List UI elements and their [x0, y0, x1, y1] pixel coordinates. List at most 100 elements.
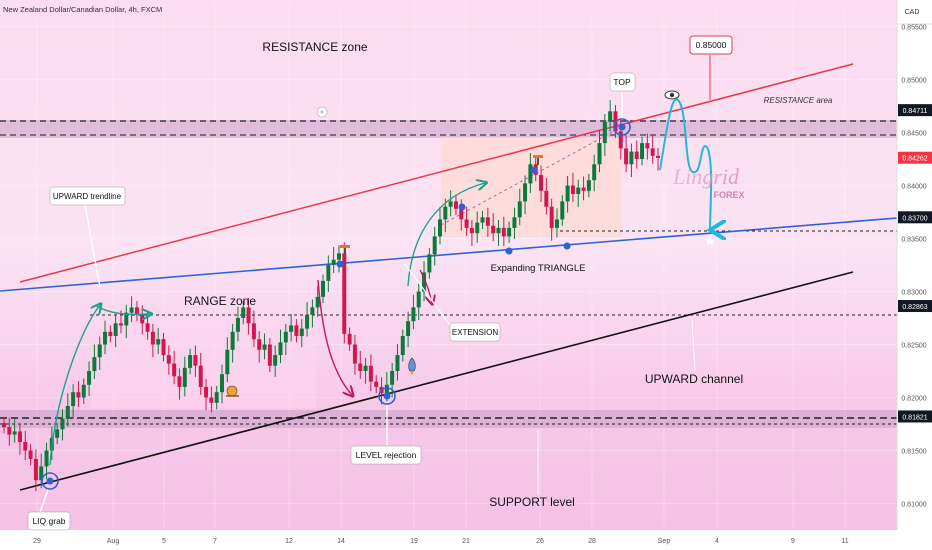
candle-body — [528, 164, 533, 184]
liq-arrow — [49, 305, 100, 466]
point-marker — [618, 123, 626, 131]
time-axis-background — [0, 530, 897, 550]
candle-body — [629, 151, 634, 165]
price-badge-label: 0.84711 — [903, 108, 928, 115]
candle-body — [241, 307, 246, 318]
candle-body — [108, 331, 113, 337]
candle-body — [395, 355, 400, 371]
candle-body — [65, 405, 70, 419]
candle-body — [262, 344, 267, 350]
candle-body — [97, 344, 102, 358]
candle-body — [422, 272, 427, 292]
price-tick-label: 0.84000 — [901, 184, 926, 191]
hammer-icon — [533, 155, 543, 165]
candle-body — [321, 280, 326, 297]
candle-body — [198, 365, 203, 387]
price-tick-label: 0.83500 — [901, 237, 926, 244]
candle-body — [315, 296, 320, 308]
upward-trendline[interactable] — [0, 217, 898, 292]
price-tick-label: 0.83000 — [901, 290, 926, 297]
candle-body — [352, 344, 357, 364]
candle-body — [443, 206, 448, 220]
candle-body — [230, 331, 235, 350]
candle-body — [81, 384, 86, 398]
price-badge-label: 0.82863 — [902, 304, 927, 311]
candle-body — [326, 265, 331, 281]
candle-body — [267, 344, 272, 366]
candle-body — [517, 201, 522, 218]
point-marker — [458, 203, 466, 211]
candle-body — [512, 217, 517, 228]
resistance-band — [0, 120, 897, 138]
candle-body — [156, 339, 161, 345]
candle-body — [129, 307, 134, 313]
candle-body — [656, 155, 660, 158]
time-axis[interactable]: 29 Aug 5 7 12 14 19 21 26 28 Sep 4 9 11 — [33, 538, 849, 545]
candle-body — [28, 450, 33, 459]
time-tick-label: 9 — [791, 538, 795, 545]
time-tick-label: 19 — [410, 538, 418, 545]
candlestick-series — [2, 100, 660, 492]
candle-body — [134, 307, 139, 315]
price-badge — [898, 211, 932, 224]
callout-box — [27, 511, 71, 531]
eye-icon — [664, 90, 680, 100]
extension-arrow-teal — [407, 183, 485, 287]
candle-body — [640, 143, 645, 159]
candle-body — [55, 429, 60, 438]
resistance-trendline[interactable] — [19, 63, 854, 283]
candle-body — [448, 201, 453, 207]
callout-pointer — [404, 263, 451, 326]
candle-body — [33, 458, 38, 481]
candle-body — [246, 307, 251, 324]
watermark-sub: FOREX — [713, 190, 744, 200]
liq-grab-circle — [41, 472, 59, 490]
candle-body — [464, 219, 469, 228]
candle-body — [624, 148, 629, 165]
support-level-label: SUPPORT level — [489, 495, 575, 509]
range-zone-label: RANGE zone — [184, 294, 256, 308]
candle-body — [438, 219, 442, 237]
candle-body — [432, 236, 437, 255]
candle-body — [225, 349, 230, 375]
expanding-triangle-label: Expanding TRIANGLE — [491, 263, 586, 274]
candle-body — [220, 374, 224, 393]
price-tick-label: 0.82000 — [901, 396, 926, 403]
price-tick-label: 0.81500 — [901, 449, 926, 456]
candle-body — [251, 323, 256, 340]
candle-body — [406, 321, 411, 337]
grid-lines — [0, 0, 897, 530]
candle-body — [368, 365, 373, 382]
candle-body — [475, 222, 480, 234]
liq-grab-callout: LIQ grab — [32, 516, 65, 526]
candle-body — [650, 148, 655, 156]
candle-body — [12, 431, 17, 435]
candle-body — [118, 323, 123, 326]
price-axis[interactable]: 0.85500 0.85000 0.84500 0.84000 0.83500 0.830… — [901, 25, 926, 509]
candle-body — [469, 227, 474, 234]
price-tick-label: 0.85500 — [901, 25, 926, 32]
point-marker — [336, 260, 344, 268]
candle-body — [305, 314, 310, 329]
time-tick-label: 5 — [162, 538, 166, 545]
candle-body — [336, 253, 341, 260]
candle-body — [257, 339, 262, 350]
candle-body — [7, 427, 12, 435]
candle-body — [597, 143, 602, 165]
candle-body — [103, 331, 108, 345]
projection-path — [659, 98, 711, 230]
channel-support-line[interactable] — [19, 271, 854, 491]
alert-bell-icon — [316, 106, 328, 118]
price-badge-label: 0.81821 — [902, 414, 927, 421]
price-badge — [898, 151, 932, 164]
candle-body — [347, 333, 352, 345]
candle-body — [485, 217, 490, 226]
range-zone-box — [90, 316, 316, 408]
time-tick-label: 14 — [337, 538, 345, 545]
candle-body — [586, 180, 591, 191]
candle-body — [310, 307, 315, 315]
range-down-arrow — [317, 279, 352, 395]
candle-body — [71, 392, 76, 406]
